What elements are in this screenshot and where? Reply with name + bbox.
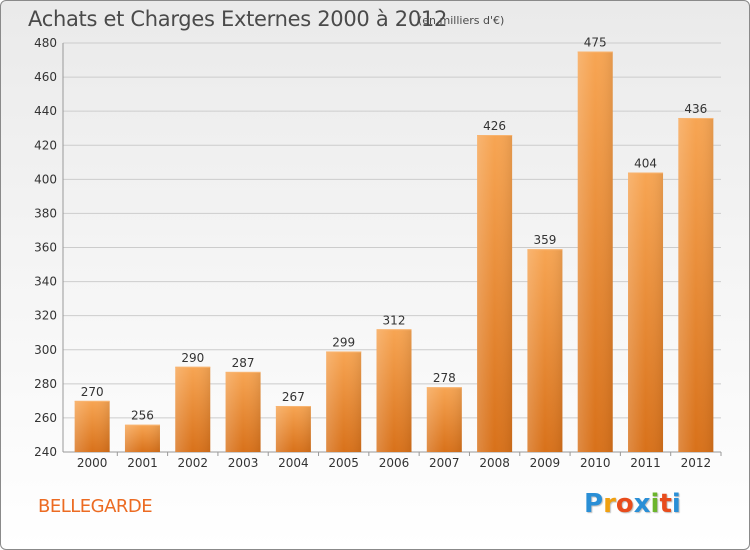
bar-shade-2012 bbox=[678, 117, 714, 452]
data-label: 287 bbox=[232, 356, 255, 370]
data-label: 426 bbox=[483, 119, 506, 133]
bar-shade-2009 bbox=[527, 249, 563, 452]
bar-shade-2003 bbox=[225, 371, 261, 452]
x-tick-label: 2008 bbox=[479, 456, 510, 470]
data-label: 267 bbox=[282, 390, 305, 404]
x-tick-label: 2006 bbox=[379, 456, 410, 470]
data-label: 256 bbox=[131, 409, 154, 423]
data-label: 312 bbox=[383, 313, 406, 327]
y-tick-label: 260 bbox=[34, 411, 57, 425]
y-tick-label: 300 bbox=[34, 343, 57, 357]
y-tick-label: 360 bbox=[34, 241, 57, 255]
x-tick-labels: 2000 2001 2002 2003 2004 2005 2006 2007 2008 2009… bbox=[77, 456, 711, 470]
y-tick-labels: 240 260 280 300 320 340 360 380 400 420 440 460 480 bbox=[34, 36, 57, 459]
y-tick-label: 480 bbox=[34, 36, 57, 50]
bar-shade-2005 bbox=[326, 351, 362, 452]
bar-shade-2011 bbox=[628, 172, 664, 452]
bar-shade-2000 bbox=[74, 400, 110, 452]
data-label: 359 bbox=[533, 233, 556, 247]
x-tick-label: 2009 bbox=[530, 456, 561, 470]
proxiti-logo: Proxiti bbox=[584, 489, 681, 519]
bars bbox=[74, 51, 714, 452]
bar-shade-2008 bbox=[477, 135, 513, 452]
chart-title: Achats et Charges Externes 2000 à 2012 bbox=[28, 7, 448, 31]
y-tick-label: 460 bbox=[34, 70, 57, 84]
data-label: 278 bbox=[433, 371, 456, 385]
city-name: BELLEGARDE bbox=[38, 496, 153, 517]
logo-letter: i bbox=[650, 489, 660, 519]
data-label: 290 bbox=[181, 351, 204, 365]
data-label: 299 bbox=[332, 335, 355, 349]
x-tick-label: 2003 bbox=[228, 456, 259, 470]
logo-letter: o bbox=[615, 489, 634, 519]
x-tick-label: 2001 bbox=[127, 456, 158, 470]
bar-shade-2010 bbox=[577, 51, 613, 452]
logo-letter: i bbox=[671, 489, 681, 519]
y-tick-label: 340 bbox=[34, 275, 57, 289]
bar-shade-2006 bbox=[376, 329, 412, 452]
logo-letter: P bbox=[584, 489, 604, 519]
x-tick-label: 2004 bbox=[278, 456, 309, 470]
logo-letter: x bbox=[633, 489, 651, 519]
y-tick-label: 280 bbox=[34, 377, 57, 391]
x-tick-label: 2007 bbox=[429, 456, 460, 470]
x-tick-label: 2002 bbox=[177, 456, 208, 470]
x-tick-label: 2005 bbox=[328, 456, 359, 470]
data-label: 436 bbox=[684, 102, 707, 116]
x-tick-label: 2010 bbox=[580, 456, 611, 470]
data-label: 404 bbox=[634, 157, 657, 171]
y-tick-label: 440 bbox=[34, 104, 57, 118]
y-tick-label: 240 bbox=[34, 445, 57, 459]
y-tick-label: 420 bbox=[34, 138, 57, 152]
logo-letter: r bbox=[603, 489, 616, 519]
y-tick-label: 400 bbox=[34, 172, 57, 186]
bar-shade-2004 bbox=[275, 405, 311, 452]
chart-subtitle: (en milliers d'€) bbox=[418, 14, 505, 27]
bar-shade-2001 bbox=[124, 424, 160, 452]
data-labels: 270 256 290 287 267 299 312 278 426 359 475 404 436 bbox=[81, 36, 708, 423]
x-tick-label: 2012 bbox=[681, 456, 712, 470]
y-tick-label: 320 bbox=[34, 309, 57, 323]
logo-letter: t bbox=[659, 489, 672, 519]
data-label: 270 bbox=[81, 385, 104, 399]
x-tick-label: 2000 bbox=[77, 456, 108, 470]
bar-shade-2007 bbox=[426, 387, 462, 452]
y-tick-label: 380 bbox=[34, 206, 57, 220]
bar-shade-2002 bbox=[175, 366, 211, 452]
x-tick-label: 2011 bbox=[630, 456, 661, 470]
data-label: 475 bbox=[584, 36, 607, 50]
